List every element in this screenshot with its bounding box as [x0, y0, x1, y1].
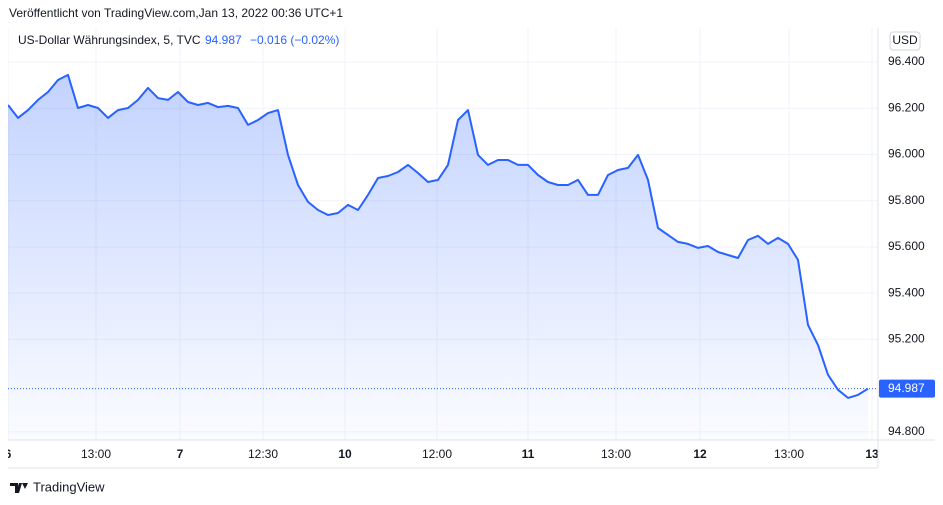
x-axis: 6 13:00 7 12:30 10 12:00 11 13:00 12 13:00 13: [5, 447, 879, 461]
change: −0.016 (−0.02%): [250, 33, 339, 47]
x-tick-label: 12: [693, 447, 707, 461]
y-tick-label: 95.800: [888, 193, 925, 207]
last-price-label: 94.987: [888, 381, 925, 395]
y-tick-label: 96.400: [888, 54, 925, 68]
published-note: Veröffentlicht von TradingView.com,Jan 1…: [9, 6, 343, 20]
y-tick-label: 96.200: [888, 100, 925, 114]
area: [8, 74, 868, 440]
y-tick-label: 95.600: [888, 239, 925, 253]
x-tick-label: 12:00: [422, 447, 452, 461]
x-tick-label: 13:00: [601, 447, 631, 461]
x-tick-label: 12:30: [248, 447, 278, 461]
x-tick-label: 13:00: [81, 447, 111, 461]
x-tick-label: 11: [522, 447, 535, 461]
x-tick-label: 10: [338, 447, 352, 461]
symbol-name: US-Dollar Währungsindex, 5, TVC: [18, 33, 201, 47]
y-tick-label: 96.000: [888, 147, 925, 161]
last-value: 94.987: [205, 33, 242, 47]
last-price-box: [879, 379, 935, 398]
x-tick-label: 13:00: [774, 447, 804, 461]
x-tick-label: 6: [5, 447, 12, 461]
y-tick-label: 94.800: [888, 424, 925, 438]
x-tick-label: 7: [177, 447, 184, 461]
y-tick-label: 95.200: [888, 332, 925, 346]
logo: [10, 483, 28, 493]
x-tick-label: 13: [865, 447, 879, 461]
price-line: [8, 73, 869, 399]
currency[interactable]: USD: [892, 33, 918, 47]
currency-box[interactable]: [889, 31, 921, 51]
y-tick-label: 95.400: [888, 285, 925, 299]
brand: TradingView: [33, 479, 105, 494]
plot-area: [8, 28, 878, 440]
